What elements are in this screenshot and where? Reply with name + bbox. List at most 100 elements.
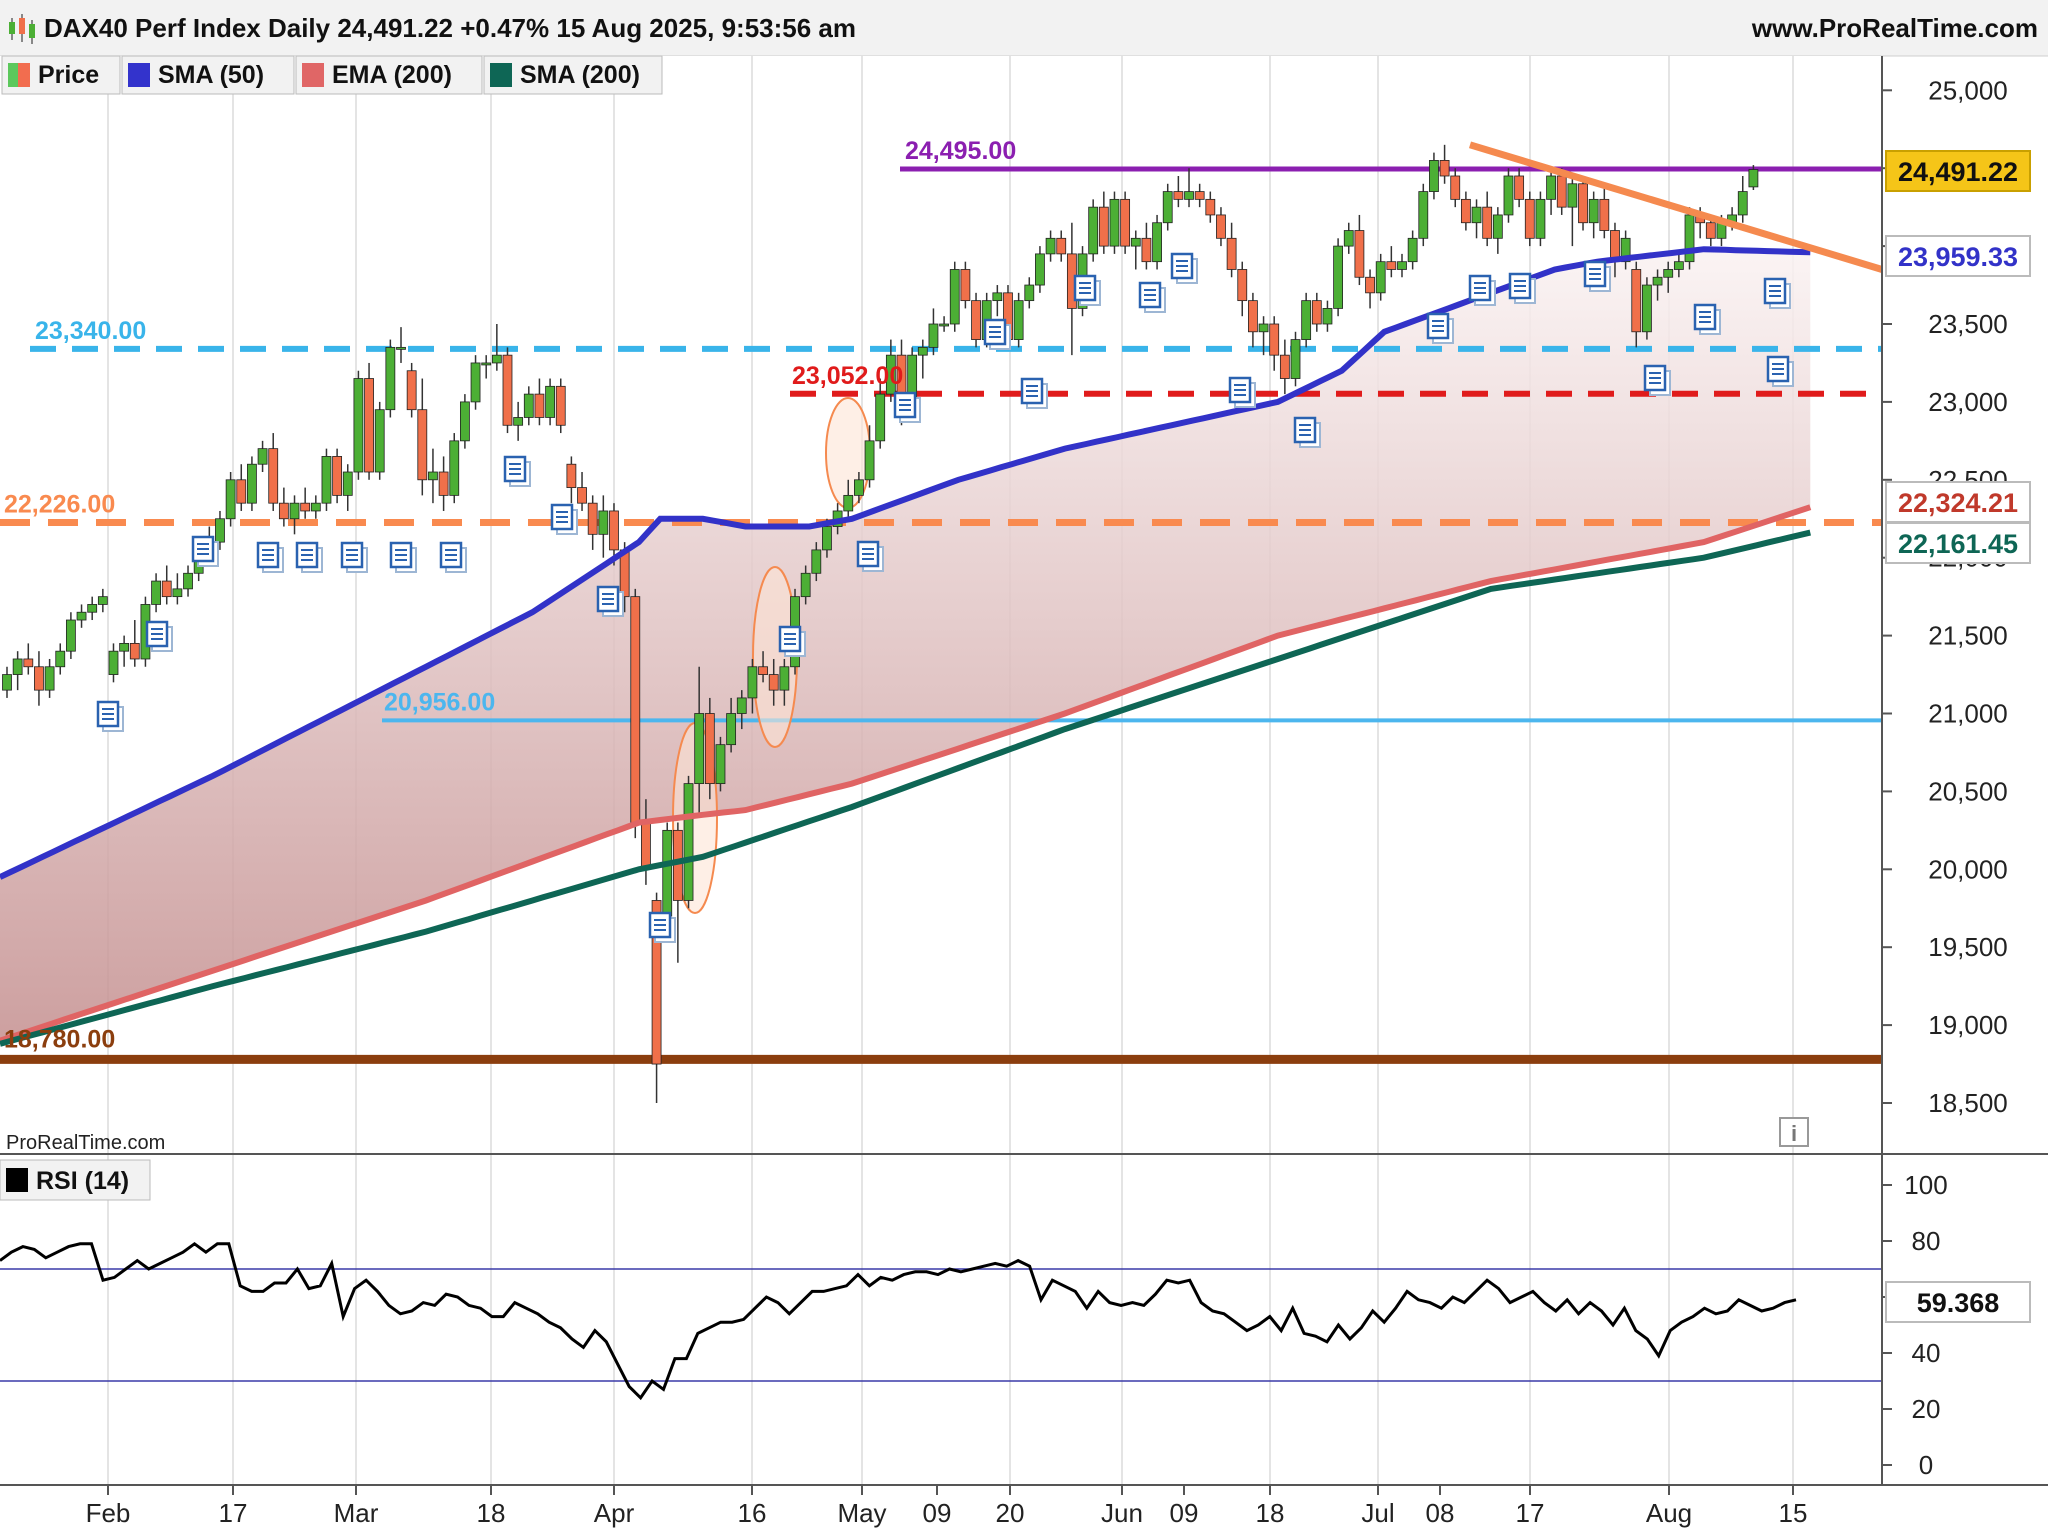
rsi-panel[interactable]: [0, 1155, 1882, 1485]
candle: [1141, 237, 1152, 263]
time-tick-label: Apr: [594, 1498, 635, 1528]
candle: [374, 409, 385, 473]
candle: [811, 549, 822, 574]
candle: [1365, 276, 1375, 294]
time-axis: Feb 17 Mar 18 Apr 16 May 09 20 Jun 09 18 Jul 08 17 Aug 1…: [86, 1485, 1807, 1528]
news-icon: [596, 585, 624, 617]
value-tags: 24,491.22 23,959.33 22,324.21 22,161.45 59.3…: [1885, 150, 2031, 1323]
candle: [1035, 253, 1045, 286]
price-tick-label: 23,000: [1928, 387, 2008, 417]
news-icon: [1073, 274, 1101, 306]
candle: [960, 269, 971, 302]
info-icon[interactable]: i: [1779, 1117, 1809, 1147]
legend-item[interactable]: SMA (200): [483, 55, 663, 95]
candle: [353, 378, 364, 473]
candle: [758, 666, 768, 675]
time-tick-label: May: [837, 1498, 886, 1528]
candle: [662, 829, 673, 917]
rsi-tick-label: 100: [1904, 1170, 1947, 1200]
candle: [470, 362, 481, 403]
candle: [44, 666, 55, 691]
level-label: 18,780.00: [4, 1025, 115, 1053]
candle: [449, 440, 460, 496]
candle: [1471, 206, 1482, 224]
news-icon: [1228, 376, 1256, 408]
candle: [332, 456, 343, 496]
candle: [1652, 276, 1663, 286]
candle: [1226, 237, 1237, 270]
price-tick-label: 19,000: [1928, 1010, 2008, 1040]
time-tick-label: 20: [996, 1498, 1025, 1528]
candle: [1460, 198, 1471, 224]
candle: [1024, 284, 1035, 302]
candle: [843, 494, 854, 512]
candle: [1173, 191, 1184, 200]
news-icon: [340, 541, 368, 573]
candle: [736, 697, 747, 714]
price-tick-label: 19,500: [1928, 932, 2008, 962]
candle: [630, 596, 641, 823]
candle: [1184, 191, 1194, 200]
candle: [1343, 230, 1354, 247]
candle: [1333, 245, 1344, 309]
candle: [1216, 214, 1226, 239]
news-icon: [503, 455, 531, 487]
rsi-legend[interactable]: RSI (14): [0, 1159, 151, 1201]
news-icon: [1766, 355, 1794, 387]
candle: [161, 580, 172, 598]
candle: [1194, 191, 1205, 200]
candle: [1397, 261, 1407, 270]
candle: [800, 572, 811, 598]
news-icon: [893, 391, 921, 423]
news-icon: [856, 540, 884, 572]
candle: [1439, 160, 1450, 177]
price-tick-label: 20,500: [1928, 776, 2008, 806]
chart-title: DAX40 Perf Index Daily 24,491.22 +0.47% …: [44, 13, 856, 43]
candle: [1375, 261, 1386, 294]
candle: [1130, 237, 1141, 247]
news-icon: [191, 535, 219, 567]
candle: [1152, 222, 1162, 263]
time-tick-label: 17: [219, 1498, 248, 1528]
price-tick-label: 21,000: [1928, 699, 2008, 729]
price-panel[interactable]: 24,495.00 23,340.00 23,052.00 22,226.00 20,9…: [0, 56, 1884, 1154]
candle: [1567, 183, 1578, 208]
news-icon: [1293, 416, 1321, 448]
candle: [534, 393, 545, 418]
time-tick-label: Feb: [86, 1498, 131, 1528]
candle: [87, 604, 98, 613]
candle: [1748, 169, 1759, 188]
candle: [1248, 300, 1258, 333]
candle: [715, 744, 726, 785]
rsi-line: [0, 1241, 1797, 1401]
candle: [779, 666, 790, 691]
sma50-tag: 23,959.33: [1885, 235, 2031, 277]
legend-item[interactable]: Price: [1, 55, 121, 95]
candle: [1205, 198, 1216, 216]
candle: [864, 440, 875, 481]
candle: [300, 502, 311, 512]
candle: [215, 518, 225, 543]
level-label: 24,495.00: [905, 137, 1016, 165]
candle: [1684, 214, 1695, 263]
sma200-tag: 22,161.45: [1885, 522, 2031, 564]
indicator-legend[interactable]: Price SMA (50) EMA (200) SMA (200): [1, 55, 663, 95]
time-tick-label: Jun: [1101, 1498, 1143, 1528]
candle: [1279, 354, 1290, 379]
candle: [1301, 300, 1312, 340]
news-icon: [96, 700, 124, 732]
price-tick-label: 18,500: [1928, 1088, 2008, 1118]
news-icon: [1138, 281, 1166, 313]
svg-text:i: i: [1791, 1121, 1797, 1146]
level-label: 23,052.00: [792, 362, 903, 390]
legend-item[interactable]: SMA (50): [121, 55, 295, 95]
candle: [875, 393, 886, 442]
support-resistance-levels: [0, 166, 1882, 1064]
candle: [1429, 160, 1439, 192]
candle: [641, 822, 651, 870]
level-labels: 24,495.00 23,340.00 23,052.00 22,226.00 20,9…: [4, 137, 1016, 1053]
candle: [545, 385, 555, 418]
legend-item[interactable]: EMA (200): [295, 55, 483, 95]
candle: [1098, 206, 1109, 247]
